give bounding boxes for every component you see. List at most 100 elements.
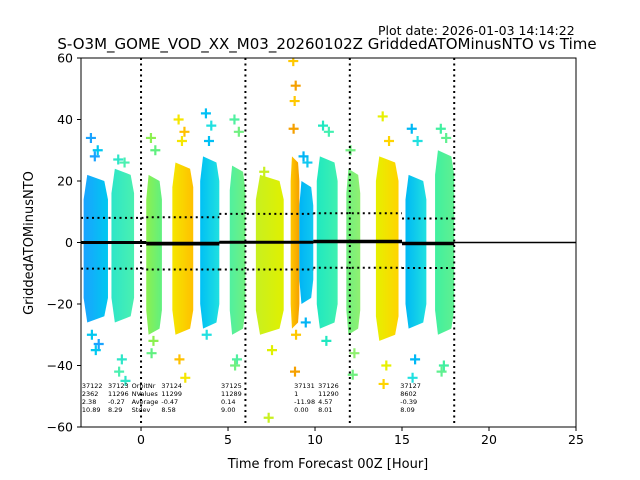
stats-value: 11299	[161, 390, 182, 398]
x-tick-label: 5	[224, 432, 232, 447]
outlier-marker	[441, 132, 452, 143]
outlier-marker	[384, 136, 395, 147]
outlier-marker	[229, 114, 240, 125]
stats-value: 37125	[221, 382, 242, 390]
data-band	[255, 174, 284, 335]
outlier-marker	[173, 114, 184, 125]
outlier-marker	[347, 369, 358, 380]
outlier-marker	[200, 108, 211, 119]
data-layer	[81, 58, 576, 427]
outlier-marker	[302, 157, 313, 168]
outlier-marker	[290, 366, 301, 377]
outlier-marker	[298, 151, 309, 162]
outlier-marker	[119, 157, 130, 168]
outlier-marker	[407, 372, 418, 383]
stats-value: 11289	[221, 390, 242, 398]
outlier-marker	[290, 80, 301, 91]
outlier-marker	[93, 338, 104, 349]
outlier-marker	[381, 360, 392, 371]
outlier-marker	[174, 354, 185, 365]
outlier-marker	[148, 335, 159, 346]
data-band	[375, 156, 399, 341]
data-band	[111, 168, 135, 323]
outlier-marker	[323, 126, 334, 137]
outlier-marker	[263, 412, 274, 423]
outlier-marker	[116, 354, 127, 365]
outlier-marker	[85, 132, 96, 143]
stats-value: 8.09	[400, 406, 414, 414]
stats-value: 2362	[82, 390, 99, 398]
data-band	[83, 174, 108, 323]
stats-header-label: OrbitNr	[132, 382, 156, 390]
stats-header-label: Average	[132, 398, 159, 406]
y-tick-label: 60	[57, 51, 73, 66]
y-tick-label: 40	[57, 112, 73, 127]
outlier-marker	[120, 375, 131, 386]
stats-value: -11.98	[294, 398, 315, 406]
outlier-marker	[378, 378, 389, 389]
outlier-marker	[145, 132, 156, 143]
stats-value: 8.29	[108, 406, 122, 414]
stats-value: 4.57	[318, 398, 332, 406]
x-axis-label: Time from Forecast 00Z [Hour]	[227, 457, 429, 472]
data-band	[172, 162, 194, 335]
outlier-marker	[90, 345, 101, 356]
outlier-marker	[412, 136, 423, 147]
y-tick-label: −40	[47, 358, 73, 373]
stats-value: 1	[294, 390, 298, 398]
x-tick-label: 25	[568, 432, 584, 447]
data-band	[229, 165, 246, 335]
stats-value: 37123	[108, 382, 129, 390]
outlier-marker	[203, 136, 214, 147]
outlier-marker	[92, 145, 103, 156]
outlier-marker	[300, 317, 311, 328]
outlier-marker	[180, 372, 191, 383]
stats-value: 10.89	[82, 406, 101, 414]
stats-value: 2.38	[82, 398, 96, 406]
stats-value: 9.00	[221, 406, 235, 414]
outlier-marker	[435, 123, 446, 134]
outlier-marker	[267, 345, 278, 356]
stats-value: -0.39	[400, 398, 417, 406]
stats-value: 37126	[318, 382, 339, 390]
outlier-marker	[436, 366, 447, 377]
outlier-marker	[288, 58, 299, 67]
outlier-marker	[201, 329, 212, 340]
outlier-marker	[377, 111, 388, 122]
outlier-marker	[259, 166, 270, 177]
outlier-marker	[291, 329, 302, 340]
y-tick-label: −60	[47, 420, 73, 435]
outlier-marker	[86, 329, 97, 340]
data-band	[146, 174, 162, 335]
outlier-marker	[406, 123, 417, 134]
outlier-marker	[146, 348, 157, 359]
outlier-marker	[321, 335, 332, 346]
plot-date: Plot date: 2026-01-03 14:14:22	[378, 23, 575, 38]
outlier-marker	[176, 136, 187, 147]
stats-value: 8.01	[318, 406, 332, 414]
stats-header-label: Stdev	[132, 406, 151, 414]
outlier-marker	[89, 151, 100, 162]
stats-value: -0.27	[108, 398, 125, 406]
y-tick-label: −20	[47, 297, 73, 312]
outlier-marker	[288, 123, 299, 134]
data-band	[346, 168, 361, 335]
outlier-marker	[289, 96, 300, 107]
y-tick-label: 0	[65, 235, 73, 250]
outlier-marker	[206, 120, 217, 131]
y-axis-label: GriddedATOMinusNTO	[22, 171, 37, 315]
stats-value: 0.14	[221, 398, 235, 406]
outlier-marker	[113, 154, 124, 165]
outlier-marker	[349, 348, 360, 359]
stats-value: 37122	[82, 382, 103, 390]
outlier-marker	[230, 360, 241, 371]
outlier-marker	[179, 126, 190, 137]
data-band	[405, 174, 427, 329]
stats-value: 37131	[294, 382, 315, 390]
outlier-marker	[150, 145, 161, 156]
